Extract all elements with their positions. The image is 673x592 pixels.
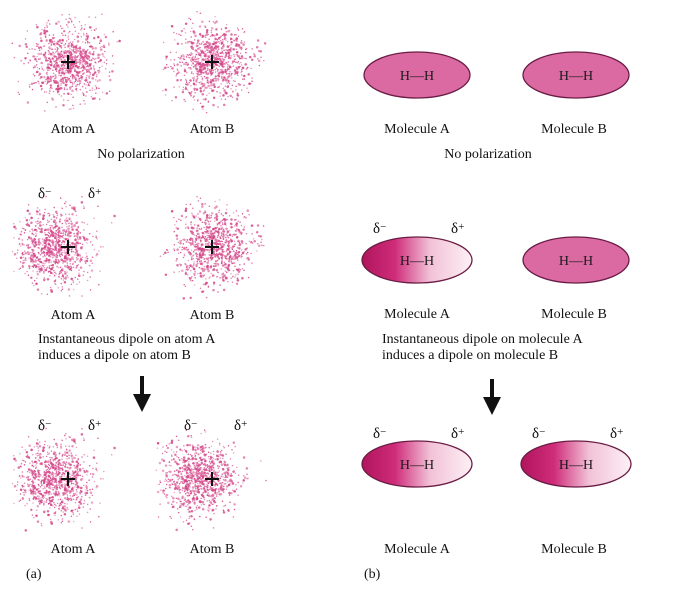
molecule-a-row3-polarized [361, 440, 473, 488]
down-arrow-icon [133, 376, 151, 412]
bond-label: H—H [400, 254, 434, 269]
bond-label: H—H [400, 458, 434, 473]
molecule-b-row3-polarized [520, 440, 632, 488]
delta-minus-label: δ− [38, 418, 52, 434]
molecule-b-label: Molecule B [541, 307, 607, 322]
bond-label: H—H [559, 254, 593, 269]
no-polarization-caption: No polarization [444, 147, 532, 162]
molecule-a-row2-polarized [361, 236, 473, 284]
delta-plus-label: δ+ [234, 418, 248, 434]
molecule-b-label: Molecule B [541, 542, 607, 557]
atom-a-label: Atom A [50, 542, 96, 557]
delta-minus-label: δ− [373, 221, 387, 237]
atom-b-cloud-row3 [155, 429, 267, 532]
delta-minus-label: δ− [373, 426, 387, 442]
atom-a-cloud-row1 [11, 13, 121, 112]
atom-b-cloud-row1 [162, 11, 267, 114]
nucleus-plus-icons [61, 55, 219, 486]
delta-minus-label: δ− [38, 186, 52, 202]
atom-a-label: Atom A [50, 122, 96, 137]
down-arrow-icon [483, 379, 501, 415]
no-polarization-caption: No polarization [97, 147, 185, 162]
delta-plus-label: δ+ [451, 221, 465, 237]
atom-a-label: Atom A [50, 308, 96, 323]
nucleus-plus-icon [61, 240, 75, 254]
nucleus-plus-icon [205, 472, 219, 486]
nucleus-plus-icon [61, 55, 75, 69]
molecule-a-row1 [363, 51, 471, 99]
atom-b-label: Atom B [189, 542, 235, 557]
nucleus-plus-icon [205, 240, 219, 254]
atom-a-cloud-row3 [11, 427, 116, 532]
atom-a-cloud-row2 [11, 195, 116, 297]
delta-plus-label: δ+ [451, 426, 465, 442]
molecule-b-label: Molecule B [541, 122, 607, 137]
instantaneous-dipole-caption-line2: induces a dipole on atom B [38, 348, 191, 363]
molecule-b-row2 [522, 236, 630, 284]
delta-minus-label: δ− [532, 426, 546, 442]
molecule-a-label: Molecule A [384, 542, 450, 557]
atom-b-label: Atom B [189, 122, 235, 137]
instantaneous-dipole-caption-line1: Instantaneous dipole on atom A [38, 332, 216, 347]
panel-b-tag: (b) [364, 567, 381, 582]
instantaneous-dipole-caption-line1: Instantaneous dipole on molecule A [382, 332, 583, 347]
atom-b-label: Atom B [189, 308, 235, 323]
molecule-b-row1 [522, 51, 630, 99]
bond-label: H—H [400, 69, 434, 84]
panel-a-tag: (a) [26, 567, 42, 582]
molecule-a-label: Molecule A [384, 307, 450, 322]
delta-plus-label: δ+ [88, 418, 102, 434]
delta-minus-label: δ− [184, 418, 198, 434]
molecule-a-label: Molecule A [384, 122, 450, 137]
nucleus-plus-icon [61, 472, 75, 486]
delta-plus-label: δ+ [610, 426, 624, 442]
delta-plus-label: δ+ [88, 186, 102, 202]
instantaneous-dipole-caption-line2: induces a dipole on molecule B [382, 348, 559, 363]
nucleus-plus-icon [205, 55, 219, 69]
bond-label: H—H [559, 458, 593, 473]
bond-label: H—H [559, 69, 593, 84]
